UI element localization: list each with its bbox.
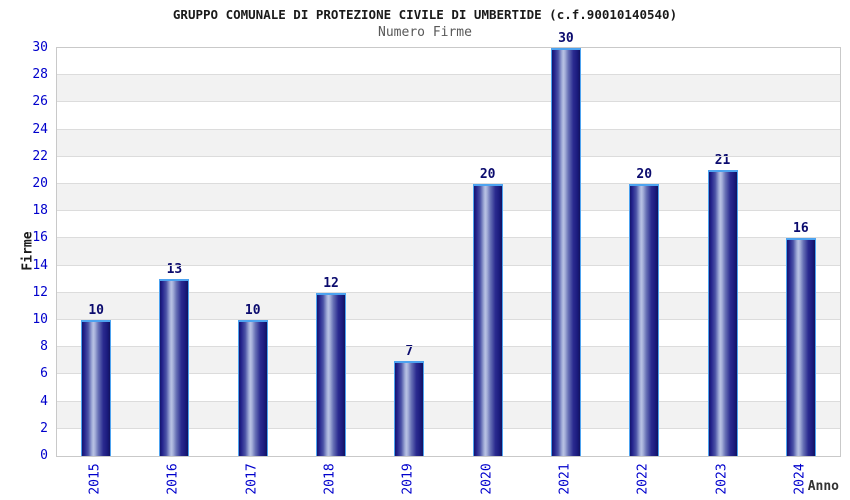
gridline bbox=[57, 373, 840, 375]
y-tick-label: 6 bbox=[40, 366, 48, 382]
gridline bbox=[57, 128, 840, 130]
background-band bbox=[57, 129, 840, 157]
gridline bbox=[57, 210, 840, 212]
bar bbox=[629, 184, 660, 456]
bar bbox=[316, 293, 347, 456]
background-band bbox=[57, 75, 840, 103]
background-band bbox=[57, 48, 840, 76]
bar-value-label: 10 bbox=[244, 303, 261, 318]
gridline bbox=[57, 155, 840, 157]
x-tick-label: 2018 bbox=[322, 463, 338, 495]
y-tick-label: 8 bbox=[40, 339, 48, 355]
gridline bbox=[57, 346, 840, 348]
bar-value-label: 20 bbox=[479, 167, 496, 182]
x-tick-label: 2024 bbox=[792, 463, 808, 495]
x-tick-label: 2017 bbox=[244, 463, 260, 495]
gridline bbox=[57, 237, 840, 239]
y-tick-label: 20 bbox=[32, 176, 48, 191]
y-tick-label: 16 bbox=[32, 230, 48, 246]
y-tick-label: 12 bbox=[32, 284, 48, 300]
bar-value-label: 12 bbox=[323, 276, 339, 291]
bar bbox=[394, 361, 425, 456]
gridline bbox=[57, 291, 840, 293]
y-tick-label: 24 bbox=[32, 121, 48, 137]
bar-value-label: 20 bbox=[636, 167, 653, 182]
x-tick-label: 2023 bbox=[714, 463, 730, 495]
y-tick-label: 22 bbox=[32, 148, 48, 164]
y-tick-label: 0 bbox=[40, 448, 48, 463]
bar-value-label: 13 bbox=[166, 262, 183, 277]
plot-area bbox=[56, 47, 841, 457]
bar bbox=[472, 184, 503, 456]
y-tick-label: 14 bbox=[32, 257, 48, 273]
y-tick-label: 18 bbox=[32, 203, 48, 219]
gridline bbox=[57, 101, 840, 103]
bar-value-label: 16 bbox=[793, 221, 809, 236]
y-tick-label: 26 bbox=[32, 94, 48, 110]
chart-title: GRUPPO COMUNALE DI PROTEZIONE CIVILE DI … bbox=[172, 7, 678, 22]
background-band bbox=[57, 102, 840, 130]
y-tick-label: 2 bbox=[40, 420, 48, 436]
bar bbox=[550, 48, 581, 456]
bar bbox=[81, 320, 112, 456]
gridline bbox=[57, 427, 840, 429]
y-axis-ticks: 0 2 4 6 8 10 12 14 16 18 20 22 24 26 28 30 bbox=[0, 40, 48, 463]
x-tick-label: 2020 bbox=[479, 463, 495, 495]
x-axis-label: Anno bbox=[807, 479, 839, 494]
bar bbox=[237, 320, 268, 456]
bar-value-label: 30 bbox=[558, 31, 574, 46]
x-tick-label: 2019 bbox=[400, 463, 416, 495]
bar bbox=[159, 279, 190, 456]
y-tick-label: 28 bbox=[32, 67, 48, 83]
x-tick-label: 2016 bbox=[165, 463, 181, 495]
y-tick-label: 10 bbox=[32, 312, 48, 327]
bar bbox=[707, 170, 738, 456]
chart-subtitle: Numero Firme bbox=[378, 25, 472, 40]
x-tick-label: 2015 bbox=[87, 463, 103, 495]
y-tick-label: 4 bbox=[40, 393, 48, 409]
gridline bbox=[57, 400, 840, 402]
bar-value-label: 10 bbox=[88, 303, 104, 318]
bar bbox=[785, 238, 816, 456]
gridline bbox=[57, 74, 840, 76]
y-tick-label: 30 bbox=[32, 40, 48, 55]
x-tick-label: 2022 bbox=[635, 463, 651, 495]
x-tick-label: 2021 bbox=[557, 463, 573, 495]
bar-value-label: 7 bbox=[405, 344, 414, 359]
gridline bbox=[57, 319, 840, 320]
gridline bbox=[57, 183, 840, 184]
gridline bbox=[57, 264, 840, 266]
